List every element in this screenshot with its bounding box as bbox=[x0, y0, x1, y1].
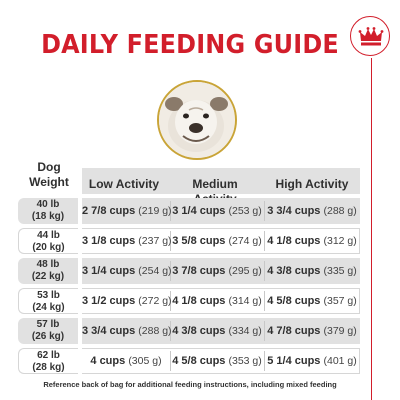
high-activity-cell: 5 1/4 cups (401 g) bbox=[267, 355, 357, 367]
high-activity-cell: 4 1/8 cups (312 g) bbox=[267, 235, 357, 247]
low-activity-cell: 3 1/8 cups (237 g) bbox=[82, 235, 172, 247]
bulldog-photo bbox=[157, 80, 237, 160]
weight-cell: 44 lb (20 kg) bbox=[18, 228, 78, 254]
low-activity-cell: 3 3/4 cups (288 g) bbox=[82, 325, 172, 337]
weight-cell: 53 lb (24 kg) bbox=[18, 288, 78, 314]
weight-cell: 48 lb (22 kg) bbox=[18, 258, 78, 284]
low-activity-cell: 2 7/8 cups (219 g) bbox=[82, 205, 172, 217]
dog-weight-header: Dog Weight bbox=[29, 160, 69, 189]
table-row: 40 lb (18 kg) 2 7/8 cups (219 g) 3 1/4 cu… bbox=[18, 198, 360, 224]
medium-activity-cell: 3 5/8 cups (274 g) bbox=[172, 235, 262, 247]
high-activity-cell: 4 3/8 cups (335 g) bbox=[267, 265, 357, 277]
table-row: 57 lb (26 kg) 3 3/4 cups (288 g) 4 3/8 cu… bbox=[18, 318, 360, 344]
high-activity-cell: 3 3/4 cups (288 g) bbox=[267, 205, 357, 217]
table-row: 44 lb (20 kg) 3 1/8 cups (237 g) 3 5/8 cu… bbox=[18, 228, 360, 254]
medium-activity-cell: 4 5/8 cups (353 g) bbox=[172, 355, 262, 367]
medium-activity-cell: 4 3/8 cups (334 g) bbox=[172, 325, 262, 337]
high-activity-cell: 4 7/8 cups (379 g) bbox=[267, 325, 357, 337]
brand-divider-line bbox=[371, 58, 372, 400]
low-activity-cell: 3 1/4 cups (254 g) bbox=[82, 265, 172, 277]
table-row: 53 lb (24 kg) 3 1/2 cups (272 g) 4 1/8 cu… bbox=[18, 288, 360, 314]
weight-cell: 57 lb (26 kg) bbox=[18, 318, 78, 344]
table-row: 48 lb (22 kg) 3 1/4 cups (254 g) 3 7/8 cu… bbox=[18, 258, 360, 284]
medium-activity-cell: 3 7/8 cups (295 g) bbox=[172, 265, 262, 277]
medium-activity-cell: 3 1/4 cups (253 g) bbox=[172, 205, 262, 217]
weight-cell: 40 lb (18 kg) bbox=[18, 198, 78, 224]
table-row: 62 lb (28 kg) 4 cups (305 g) 4 5/8 cups (… bbox=[18, 348, 360, 374]
weight-cell: 62 lb (28 kg) bbox=[18, 348, 78, 374]
bulldog-icon bbox=[159, 82, 234, 157]
low-activity-cell: 3 1/2 cups (272 g) bbox=[82, 295, 172, 307]
low-activity-cell: 4 cups (305 g) bbox=[90, 355, 162, 367]
page-title: DAILY FEEDING GUIDE bbox=[41, 30, 339, 60]
medium-activity-cell: 4 1/8 cups (314 g) bbox=[172, 295, 262, 307]
crown-icon bbox=[358, 27, 384, 46]
column-header-band bbox=[82, 168, 360, 194]
footnote: Reference back of bag for additional fee… bbox=[43, 380, 337, 389]
low-activity-header: Low Activity bbox=[88, 177, 160, 191]
high-activity-header: High Activity bbox=[275, 177, 349, 191]
high-activity-cell: 4 5/8 cups (357 g) bbox=[267, 295, 357, 307]
brand-logo bbox=[350, 16, 390, 56]
